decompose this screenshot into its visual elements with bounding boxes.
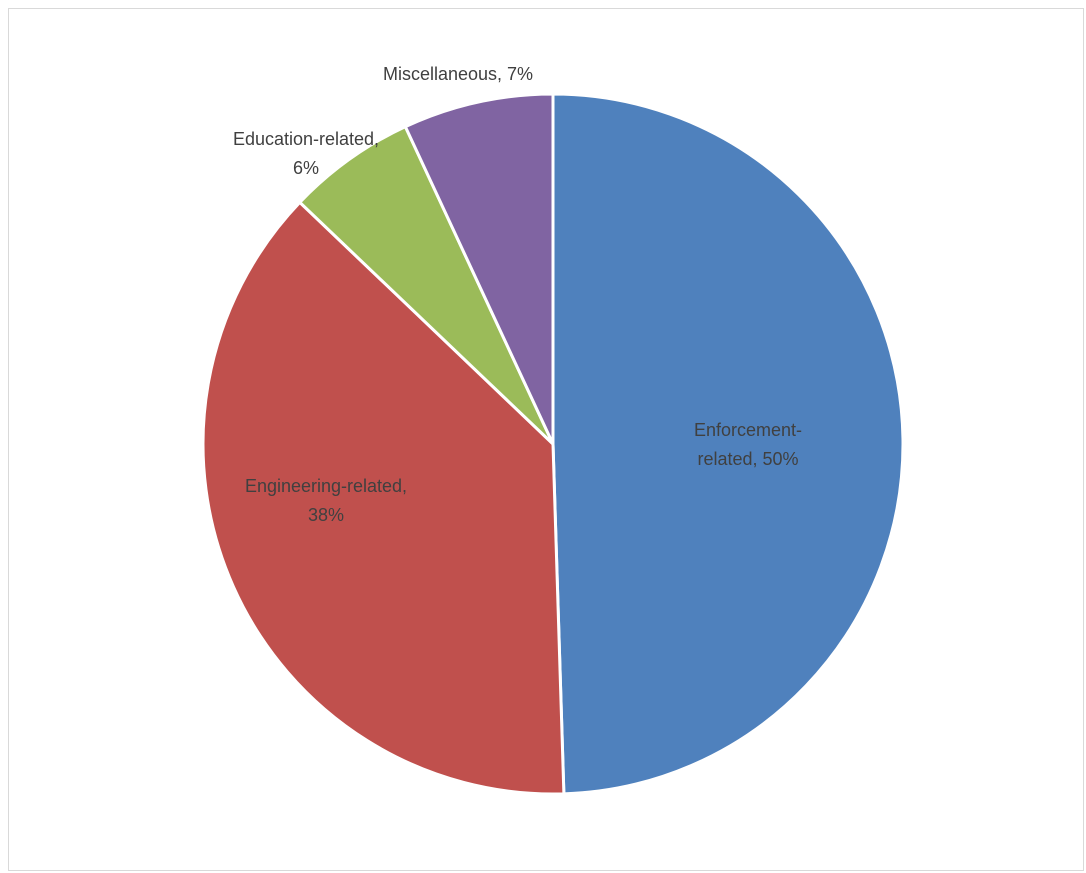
- pie-slice-enforcement-related: [551, 92, 905, 796]
- data-label-education-related: Education-related, 6%: [233, 129, 379, 178]
- pie-slice-engineering-related: [201, 200, 566, 796]
- data-label-enforcement-related: Enforcement-related, 50%: [694, 420, 802, 469]
- data-label-engineering-related: Engineering-related, 38%: [245, 476, 407, 525]
- pie-slice-education-related: [297, 124, 555, 446]
- pie-slice-miscellaneous: [403, 92, 555, 445]
- data-label-miscellaneous: Miscellaneous, 7%: [383, 64, 533, 84]
